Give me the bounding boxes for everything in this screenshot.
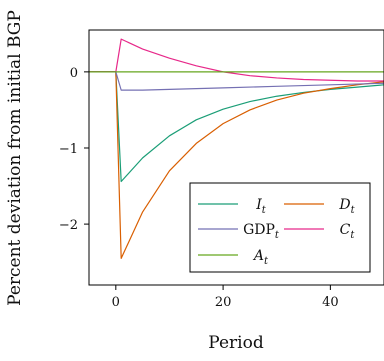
legend-label-base: C bbox=[340, 222, 351, 238]
series-line-c-t bbox=[89, 38, 384, 82]
legend-label-c: Ct bbox=[340, 222, 356, 241]
y-axis-title: Percent deviation from initial BGP bbox=[5, 10, 25, 306]
legend-label-d: Dt bbox=[338, 197, 355, 216]
legend-label-base: D bbox=[338, 197, 350, 213]
series-line-d-t bbox=[89, 71, 384, 259]
legend-box bbox=[189, 182, 371, 273]
x-tick-label: 20 bbox=[215, 295, 232, 310]
series-line-i-t bbox=[89, 71, 384, 183]
legend-label-subscript: t bbox=[350, 230, 355, 241]
y-axis-ticks: 0 −1 −2 bbox=[59, 66, 89, 233]
x-axis-title: Period bbox=[208, 333, 264, 353]
legend-label-subscript: t bbox=[264, 256, 269, 267]
x-tick-label: 0 bbox=[112, 295, 120, 310]
legend-label-gdp: GDPt bbox=[243, 222, 280, 241]
y-tick-label: 0 bbox=[70, 66, 78, 81]
legend-label-i: It bbox=[255, 197, 267, 216]
plot-frame bbox=[88, 29, 384, 286]
legend-label-subscript: t bbox=[351, 205, 356, 216]
y-tick-label: −1 bbox=[59, 142, 78, 157]
legend-label-base: A bbox=[252, 248, 264, 264]
x-axis-ticks: 0 20 40 bbox=[112, 285, 339, 310]
legend-label-subscript: t bbox=[275, 230, 280, 241]
legend-label-base: GDP bbox=[243, 222, 275, 238]
x-tick-label: 40 bbox=[322, 295, 339, 310]
y-tick-label: −2 bbox=[59, 218, 78, 233]
legend-label-base: I bbox=[255, 197, 262, 213]
series-line-gdp-t bbox=[89, 71, 384, 91]
legend-label-subscript: t bbox=[262, 205, 267, 216]
series-lines bbox=[89, 38, 384, 259]
legend-label-a: At bbox=[252, 248, 269, 267]
